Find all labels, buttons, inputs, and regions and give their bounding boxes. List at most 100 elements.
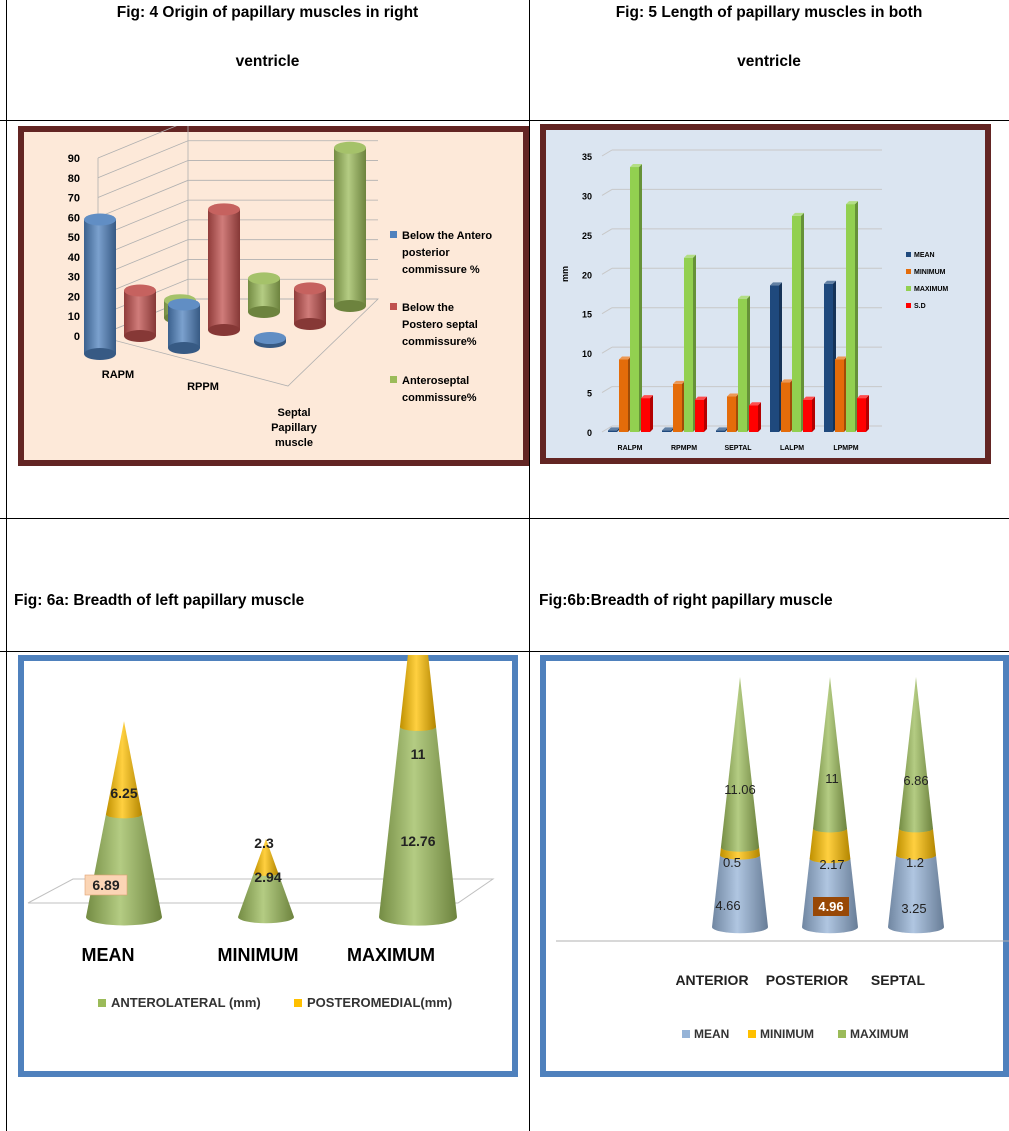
fig6b-data-label: 11.06 [724, 782, 756, 797]
fig4-ytick-label: 70 [68, 193, 80, 205]
fig4-cylinder [294, 282, 326, 330]
fig4-caption-line2: ventricle [235, 53, 300, 70]
fig6a-cone-body [238, 873, 294, 924]
fig6b-cone-segment [720, 677, 760, 852]
fig5-bar-front [608, 430, 617, 432]
fig5-gridline-side [601, 267, 613, 275]
fig4-legend-label: Anteroseptal [402, 375, 469, 387]
fig5-ytick-label: 0 [587, 428, 592, 438]
fig4-category-label: Papillary [271, 422, 318, 434]
fig4-cylinder-base [208, 324, 240, 336]
fig6b-cone-segment [899, 677, 933, 833]
fig4-ytick-label: 80 [68, 173, 80, 185]
fig4-legend-label: Postero septal [402, 319, 478, 331]
fig6a-cone-body [379, 726, 457, 926]
fig6b-legend-swatch [748, 1030, 756, 1038]
fig6a-cone-segment [253, 838, 279, 876]
fig4-ytick-label: 60 [68, 212, 80, 224]
fig4-ytick-label: 10 [68, 311, 80, 323]
fig5-bar [738, 295, 750, 432]
fig4-cylinder [254, 332, 286, 348]
fig5-bar-front [673, 383, 682, 432]
fig6b-cone-body [896, 828, 936, 860]
fig6a-legend-swatch [294, 999, 302, 1007]
fig5-ytick-label: 20 [582, 270, 592, 280]
fig4-caption-line1: Fig: 4 Origin of papillary muscles in ri… [116, 4, 419, 21]
fig6a-data-label: 12.76 [400, 833, 435, 849]
fig5-bar-front [695, 399, 704, 432]
fig6b-data-label-box [813, 897, 849, 916]
fig4-cylinder-body [208, 209, 240, 330]
fig5-bar [781, 379, 793, 432]
fig4-cylinder-top [84, 213, 116, 226]
fig5-bar [673, 380, 685, 432]
fig6a-category-label: MEAN [82, 945, 135, 965]
fig5-bar-top [662, 427, 674, 431]
fig5-bar [727, 393, 739, 432]
fig5-bar-top [684, 254, 696, 258]
fig6b-data-label: 11 [825, 771, 839, 786]
fig5-bar-top [824, 280, 836, 284]
fig5-bar-top [857, 395, 869, 399]
fig5-legend-label: MINIMUM [914, 269, 946, 276]
fig6a-category-label: MAXIMUM [347, 945, 435, 965]
fig4-cylinder [334, 141, 366, 312]
fig5-bar-side [758, 402, 761, 432]
fig6b-cone-body [899, 677, 933, 833]
fig5-legend-label: MAXIMUM [914, 286, 948, 293]
fig5-category-label: LALPM [780, 445, 804, 452]
fig6a-data-label: 11 [411, 746, 426, 762]
fig4-ytick-label: 50 [68, 232, 80, 244]
fig5-chart: 0 5 10 15 20 25 30 35 mm RALPM RPMPM SEPTAL LALPM LPM… [540, 124, 991, 464]
fig4-cylinder [208, 203, 240, 336]
fig4-cylinder [84, 213, 116, 360]
fig5-gridline-side [601, 346, 613, 354]
fig4-cylinder-base [248, 306, 280, 318]
fig5-bar-side [866, 395, 869, 432]
fig4-legend-swatch [390, 231, 397, 238]
fig4-cylinder-body [124, 290, 156, 336]
fig5-bar-top [641, 395, 653, 399]
fig4-cylinder [124, 284, 156, 342]
fig4-legend-label: commissure% [402, 392, 477, 404]
fig6b-cone-body [888, 855, 944, 934]
fig5-bar-top [630, 164, 642, 168]
fig6b-data-label: 0.5 [723, 855, 741, 870]
fig6b-cone-body [720, 677, 760, 852]
fig6a-svg: 6.89 6.25 2.94 2.3 12.76 11 MEAN MINIMUM MAXIMUM… [18, 563, 518, 1077]
fig5-legend-swatch [906, 286, 911, 291]
fig6b-background [540, 655, 1009, 1077]
fig5-bar [630, 164, 642, 432]
fig6b-data-label: 2.17 [819, 857, 844, 872]
fig6a-cone-body [253, 838, 279, 876]
fig5-bar [824, 280, 836, 432]
fig6a-data-label: 2.94 [254, 869, 281, 885]
fig5-category-label: LPMPM [833, 445, 858, 452]
fig4-chart: 0 10 20 30 40 50 60 70 80 90 RAPM RPPM Septal Papilla… [18, 120, 529, 466]
fig6a-data-label: 2.3 [254, 835, 274, 851]
fig5-ytick-label: 35 [582, 152, 592, 162]
fig6b-legend-label: MEAN [694, 1027, 729, 1041]
fig4-cylinder-top [294, 282, 326, 295]
fig6a-cone-body [86, 814, 162, 926]
fig6a-category-label: MINIMUM [218, 945, 299, 965]
fig4-frame [18, 126, 529, 466]
fig6a-data-label-box [84, 874, 128, 896]
fig4-category-label: muscle [275, 437, 313, 449]
fig5-legend-swatch [906, 303, 911, 308]
fig6b-data-label: 4.66 [715, 898, 740, 913]
fig5-bar-side [855, 201, 858, 432]
fig6b-legend-swatch [838, 1030, 846, 1038]
fig6b-legend-swatch [682, 1030, 690, 1038]
fig6b-category-label: POSTERIOR [766, 972, 848, 988]
fig5-gridline-side [601, 188, 613, 196]
fig4-legend-swatch [390, 376, 397, 383]
fig5-ytick-label: 5 [587, 389, 592, 399]
fig5-bar-side [693, 254, 696, 432]
fig5-legend-label: MEAN [914, 252, 935, 259]
fig4-category-label: Septal [277, 407, 310, 419]
fig6b-svg: 4.66 0.5 11.06 4.96 2.17 11 3.25 1.2 6.86 ANTERIO… [540, 655, 1009, 1077]
fig4-legend-label: commissure % [402, 264, 480, 276]
fig5-bar [684, 254, 696, 432]
fig5-caption: Fig: 5 Length of papillary muscles in bo… [529, 4, 1009, 71]
